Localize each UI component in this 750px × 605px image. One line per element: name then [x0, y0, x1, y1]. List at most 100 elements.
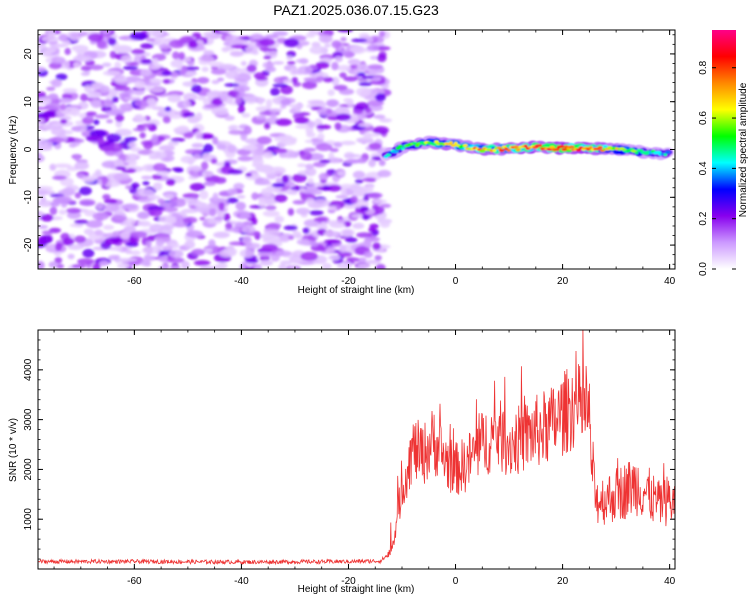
- noise-blob: [48, 137, 65, 143]
- signal-cell: [479, 149, 486, 153]
- noise-blob: [180, 198, 197, 203]
- signal-cell: [496, 146, 502, 150]
- noise-blob: [71, 44, 89, 52]
- noise-blob: [101, 105, 112, 112]
- colorbar-tick-label: 0.0: [698, 262, 709, 276]
- y-tick-label: -20: [23, 237, 34, 252]
- noise-blob: [308, 30, 316, 36]
- noise-blob: [103, 98, 113, 108]
- noise-blob: [68, 143, 77, 148]
- noise-blob: [367, 192, 383, 199]
- noise-blob: [74, 138, 85, 143]
- colorbar-ticks: 0.0 0.2 0.4 0.6 0.8: [698, 60, 736, 276]
- noise-blob: [251, 217, 258, 225]
- noise-blob: [280, 260, 292, 266]
- noise-blob: [297, 66, 305, 75]
- noise-blob: [338, 244, 347, 253]
- signal-cell: [554, 148, 560, 151]
- x-tick-label: 20: [557, 576, 569, 587]
- noise-blob: [286, 55, 293, 60]
- noise-blob: [363, 131, 372, 139]
- noise-blob: [366, 88, 385, 95]
- noise-blob: [150, 87, 165, 93]
- noise-blob: [353, 187, 368, 196]
- noise-blob: [167, 94, 182, 103]
- noise-blob: [245, 44, 258, 55]
- noise-blob: [304, 167, 317, 177]
- noise-blob: [246, 64, 257, 73]
- noise-blob: [259, 255, 270, 262]
- noise-blob: [303, 147, 317, 152]
- noise-blob: [245, 138, 261, 145]
- noise-blob: [214, 216, 224, 221]
- noise-blob: [202, 98, 211, 106]
- noise-blob: [151, 106, 165, 111]
- signal-cell: [492, 148, 497, 152]
- noise-blob: [250, 149, 264, 156]
- noise-blob: [199, 216, 206, 221]
- noise-blob: [61, 187, 75, 197]
- noise-blob: [125, 249, 132, 254]
- noise-blob: [55, 195, 72, 204]
- noise-blob: [152, 163, 167, 172]
- noise-blob: [170, 137, 186, 142]
- noise-blob: [191, 84, 202, 94]
- noise-blob: [111, 215, 126, 223]
- x-tick-label: -20: [341, 576, 356, 587]
- noise-blob: [271, 182, 286, 188]
- noise-blob: [168, 249, 184, 259]
- noise-blob: [257, 97, 265, 105]
- noise-blob: [189, 204, 196, 209]
- noise-blob: [313, 217, 327, 222]
- noise-blob: [264, 169, 273, 175]
- noise-blob: [339, 72, 347, 79]
- noise-blob: [139, 132, 146, 139]
- noise-blob: [287, 208, 295, 216]
- noise-blob: [262, 210, 280, 217]
- noise-blob: [264, 122, 271, 130]
- noise-blob: [227, 144, 237, 153]
- noise-blob: [299, 58, 309, 65]
- noise-blob: [138, 189, 155, 197]
- noise-blob: [113, 172, 130, 181]
- noise-blob: [275, 250, 292, 257]
- noise-blob: [225, 70, 239, 79]
- noise-blob: [333, 84, 348, 91]
- noise-blob: [208, 208, 217, 217]
- noise-blob: [220, 94, 228, 102]
- noise-blob: [227, 169, 243, 175]
- noise-blob: [132, 127, 147, 132]
- noise-blob: [357, 139, 375, 144]
- noise-blob: [111, 96, 119, 103]
- noise-blob: [214, 177, 227, 184]
- noise-blob: [117, 262, 130, 269]
- snr-y-ticks: 1000 2000 3000 4000: [23, 329, 675, 570]
- noise-blob: [134, 99, 151, 108]
- noise-blob: [368, 142, 382, 150]
- noise-blob: [130, 147, 142, 152]
- noise-blob: [184, 71, 197, 76]
- noise-blob: [235, 201, 246, 211]
- noise-blob: [219, 249, 237, 258]
- noise-blob: [129, 31, 147, 41]
- noise-blob: [234, 222, 246, 228]
- noise-blob: [180, 155, 197, 164]
- noise-blob: [166, 215, 177, 225]
- noise-blob: [343, 76, 359, 82]
- noise-blob: [193, 260, 211, 266]
- noise-blob: [251, 192, 259, 200]
- noise-blob: [375, 93, 386, 102]
- noise-blob: [170, 59, 183, 68]
- noise-blob: [87, 33, 104, 42]
- noise-blob: [167, 141, 179, 146]
- snr-x-label: Height of straight line (km): [298, 584, 415, 595]
- noise-blob: [49, 206, 58, 216]
- noise-blob: [78, 31, 88, 37]
- noise-blob: [180, 260, 190, 269]
- noise-blob: [48, 261, 58, 269]
- noise-blob: [71, 264, 87, 269]
- signal-cell: [597, 146, 604, 149]
- noise-blob: [259, 259, 274, 266]
- noise-blob: [173, 168, 184, 173]
- noise-blob: [326, 108, 333, 115]
